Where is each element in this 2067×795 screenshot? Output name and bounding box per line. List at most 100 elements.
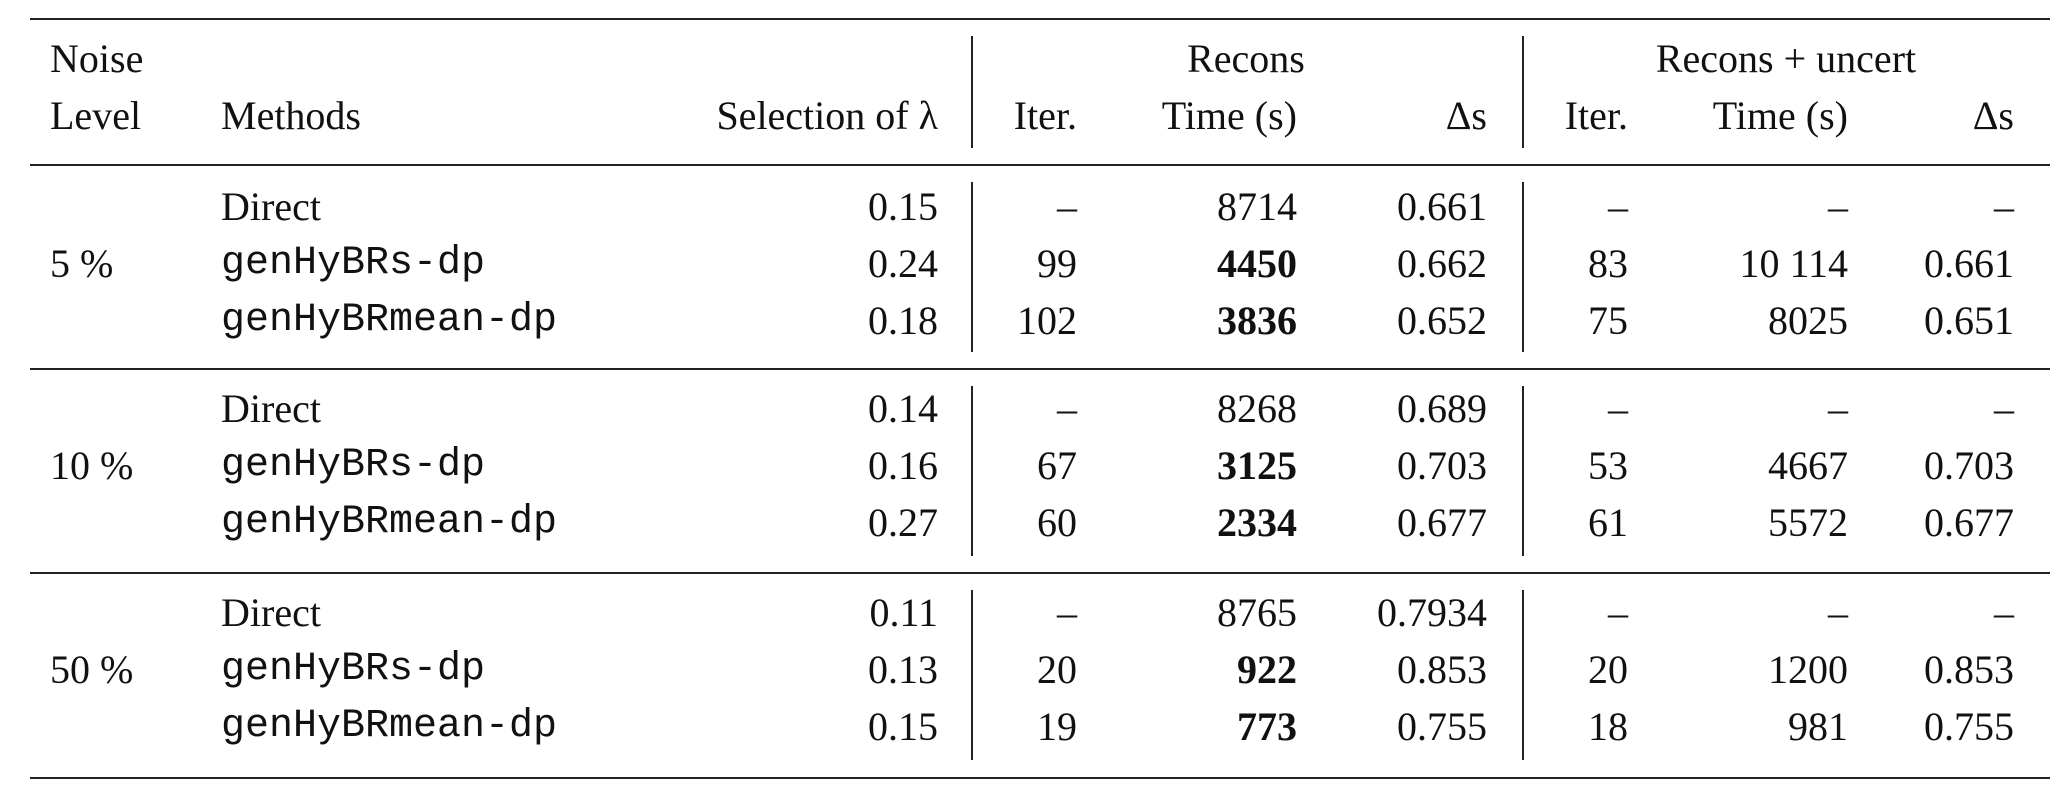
cell: 18 — [1588, 704, 1628, 749]
cell: 5572 — [1768, 500, 1848, 545]
cell: 0.652 — [1397, 298, 1487, 343]
cell: 773 — [1237, 704, 1297, 749]
cell: – — [1608, 386, 1628, 431]
cell: 75 — [1588, 298, 1628, 343]
cell: 0.15 — [868, 184, 938, 229]
rule — [30, 164, 2050, 166]
cell: 61 — [1588, 500, 1628, 545]
rule — [30, 18, 2050, 20]
header-cell: Iter. — [1564, 93, 1628, 138]
method: Direct — [221, 386, 321, 431]
cell: 0.755 — [1924, 704, 2014, 749]
column-divider — [971, 590, 973, 760]
cell: 0.15 — [868, 704, 938, 749]
cell: 102 — [1017, 298, 1077, 343]
cell: 2334 — [1217, 500, 1297, 545]
cell: 0.16 — [868, 443, 938, 488]
cell: 4667 — [1768, 443, 1848, 488]
method: genHyBRs-dp — [221, 647, 486, 692]
cell: 0.651 — [1924, 298, 2014, 343]
cell: 0.853 — [1397, 647, 1487, 692]
cell: 8025 — [1768, 298, 1848, 343]
cell: 3125 — [1217, 443, 1297, 488]
cell: 1200 — [1768, 647, 1848, 692]
rule — [30, 368, 2050, 370]
cell: 0.18 — [868, 298, 938, 343]
cell: 99 — [1037, 241, 1077, 286]
cell: 60 — [1037, 500, 1077, 545]
cell: 0.7934 — [1377, 590, 1487, 635]
cell: 53 — [1588, 443, 1628, 488]
cell: 0.755 — [1397, 704, 1487, 749]
cell: 981 — [1788, 704, 1848, 749]
cell: 67 — [1037, 443, 1077, 488]
header-cell: Time (s) — [1712, 93, 1848, 138]
noise-level: 50 % — [50, 647, 134, 692]
cell: 0.13 — [868, 647, 938, 692]
header-cell: Δs — [1972, 93, 2014, 138]
cell: 0.703 — [1397, 443, 1487, 488]
cell: 0.677 — [1924, 500, 2014, 545]
cell: 0.677 — [1397, 500, 1487, 545]
cell: 8765 — [1217, 590, 1297, 635]
cell: 8714 — [1217, 184, 1297, 229]
header-cell: Time (s) — [1161, 93, 1297, 138]
cell: – — [1057, 386, 1077, 431]
cell: 19 — [1037, 704, 1077, 749]
header-cell: Δs — [1445, 93, 1487, 138]
column-divider — [1522, 386, 1524, 556]
cell: 4450 — [1217, 241, 1297, 286]
method: genHyBRs-dp — [221, 443, 486, 488]
cell: 0.662 — [1397, 241, 1487, 286]
header-cell: Noise — [50, 36, 144, 81]
cell: – — [1994, 590, 2014, 635]
noise-level: 10 % — [50, 443, 134, 488]
column-divider — [1522, 36, 1524, 148]
cell: 0.661 — [1924, 241, 2014, 286]
cell: 8268 — [1217, 386, 1297, 431]
group-header: Recons — [1187, 36, 1305, 81]
cell: – — [1994, 386, 2014, 431]
cell: 922 — [1237, 647, 1297, 692]
cell: 3836 — [1217, 298, 1297, 343]
cell: – — [1608, 184, 1628, 229]
cell: 0.703 — [1924, 443, 2014, 488]
header-cell: Methods — [221, 93, 361, 138]
cell: 10 114 — [1739, 241, 1848, 286]
method: genHyBRmean-dp — [221, 298, 558, 343]
cell: – — [1828, 386, 1848, 431]
method: Direct — [221, 590, 321, 635]
cell: 20 — [1588, 647, 1628, 692]
rule — [30, 777, 2050, 779]
header-cell: Selection of λ — [716, 93, 938, 138]
cell: 0.27 — [868, 500, 938, 545]
method: genHyBRmean-dp — [221, 500, 558, 545]
column-divider — [971, 36, 973, 148]
cell: – — [1608, 590, 1628, 635]
rule — [30, 572, 2050, 574]
noise-level: 5 % — [50, 241, 114, 286]
column-divider — [1522, 590, 1524, 760]
cell: – — [1828, 590, 1848, 635]
group-header: Recons + uncert — [1655, 36, 1917, 81]
method: Direct — [221, 184, 321, 229]
cell: 0.11 — [869, 590, 938, 635]
cell: 0.24 — [868, 241, 938, 286]
cell: 0.853 — [1924, 647, 2014, 692]
column-divider — [1522, 182, 1524, 352]
cell: 0.689 — [1397, 386, 1487, 431]
header-cell: Level — [50, 93, 142, 138]
method: genHyBRmean-dp — [221, 704, 558, 749]
header-cell: Iter. — [1013, 93, 1077, 138]
cell: 0.661 — [1397, 184, 1487, 229]
column-divider — [971, 182, 973, 352]
cell: – — [1828, 184, 1848, 229]
cell: – — [1994, 184, 2014, 229]
cell: 83 — [1588, 241, 1628, 286]
method: genHyBRs-dp — [221, 241, 486, 286]
column-divider — [971, 386, 973, 556]
cell: 0.14 — [868, 386, 938, 431]
cell: – — [1057, 184, 1077, 229]
cell: 20 — [1037, 647, 1077, 692]
